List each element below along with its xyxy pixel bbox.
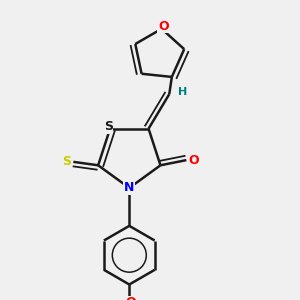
Text: S: S xyxy=(104,120,113,134)
Text: H: H xyxy=(178,88,188,98)
Text: O: O xyxy=(158,20,169,33)
Text: O: O xyxy=(189,154,199,166)
Text: O: O xyxy=(126,296,136,300)
Text: S: S xyxy=(62,155,71,168)
Text: N: N xyxy=(124,182,134,194)
